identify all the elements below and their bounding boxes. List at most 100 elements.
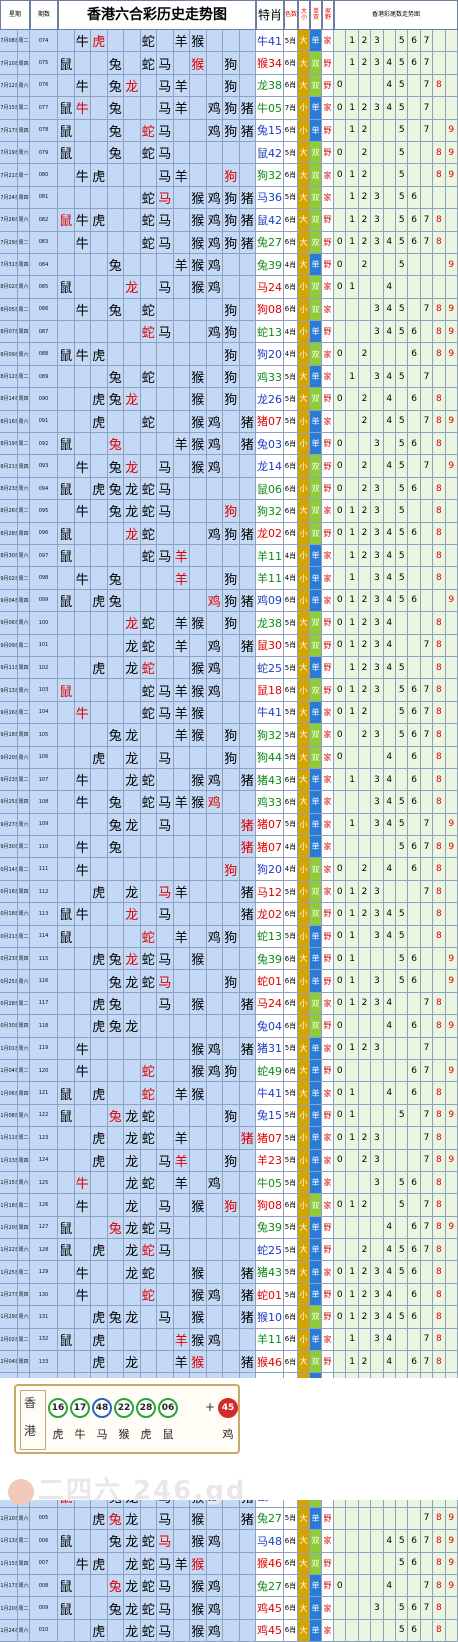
row-issue: 075 [30,52,58,75]
zodiac-cell: 鼠 [58,1530,75,1553]
row-weekday: 周六 [18,141,30,165]
big-small: 大 [298,164,310,187]
odd-even: 双 [310,477,322,501]
tail-digit: 8 [433,1239,446,1262]
row-issue: 082 [30,209,58,232]
zodiac-cell [239,1597,256,1620]
zodiac-cell [223,1283,240,1307]
tail-digit: 0 [334,455,347,478]
zodiac-cell: 鼠 [58,925,75,949]
tail-digit [408,1149,421,1172]
home-wild: 家 [322,768,334,792]
tail-digit: 5 [396,701,409,725]
zodiac-cell: 狗 [223,119,240,142]
table-row: 01月13日周二006鼠兔龙蛇马猴鸡马486肖大双家456789 [0,1530,458,1553]
zodiac-cell: 狗 [223,365,240,389]
zodiac-cell: 马 [157,1306,174,1329]
tail-digit [346,1149,359,1172]
zodiac-cell: 猴 [190,1552,207,1575]
zodiac-cell: 龙 [124,746,141,769]
tail-digit: 4 [383,74,396,98]
tail-digit: 5 [396,1239,409,1262]
zodiac-cell: 牛 [74,791,91,814]
tail-digit: 1 [346,1127,359,1150]
home-wild: 家 [322,1171,334,1195]
tail-digit [334,544,347,568]
zodiac-cell [239,701,256,725]
odd-even: 单 [310,97,322,120]
tail-digit [383,141,396,165]
row-weekday: 周二 [18,500,30,523]
row-weekday: 周四 [18,656,30,680]
row-weekday: 周六 [18,74,30,98]
row-weekday: 周二 [18,1194,30,1217]
zodiac-cell [91,925,108,949]
big-small: 大 [298,948,310,971]
zodiac-cell [140,836,157,859]
zodiac-cell [107,209,124,232]
zodiac-cell: 虎 [91,343,108,366]
zodiac-cell: 兔 [107,253,124,277]
color-count: 6肖 [284,1059,298,1083]
zodiac-cell: 牛 [74,858,91,881]
tail-digit [358,1015,372,1038]
tail-digit [396,1283,409,1307]
zodiac-cell [140,1037,157,1060]
home-wild: 野 [322,1015,334,1038]
table-row: 10月21日周二114鼠蛇羊鸡狗蛇135肖小单野013458 [0,925,458,949]
zodiac-cell [124,97,141,120]
tail-digit: 0 [334,589,347,613]
tail-digit: 1 [346,1261,359,1284]
zodiac-cell [124,925,141,949]
color-count: 6肖 [284,903,298,926]
zodiac-cell [173,231,190,254]
tail-digit [420,746,434,769]
tail-digit: 7 [420,724,434,747]
tail-digit: 1 [346,52,359,75]
big-small: 小 [298,321,310,344]
tail-digit: 3 [371,970,384,993]
tail-digit: 3 [371,634,384,657]
tail-digit [445,992,458,1016]
zodiac-cell: 虎 [91,164,108,187]
row-issue: 126 [30,1194,58,1217]
header-jiaye: 家野 [322,0,334,30]
table-row: 07月19日周六079鼠兔蛇马鼠425肖大双野02589 [0,141,458,165]
zodiac-cell: 虎 [91,209,108,232]
tail-digit: 2 [358,388,372,411]
tail-digit: 6 [408,1530,421,1553]
zodiac-cell [91,141,108,165]
tail-digit: 1 [346,1104,359,1128]
tail-digit: 5 [396,97,409,120]
tail-digit: 8 [433,1530,446,1553]
tail-digit [433,589,446,613]
tail-digit: 0 [334,343,347,366]
zodiac-cell: 蛇 [140,365,157,389]
zodiac-cell: 牛 [74,836,91,859]
tail-digit: 4 [383,768,396,792]
tail-digit [358,276,372,299]
zodiac-cell [91,1597,108,1620]
zodiac-cell [58,656,75,680]
tail-digit: 3 [371,567,384,590]
zodiac-cell [140,253,157,277]
tail-digit: 6 [408,701,421,725]
tail-digit: 4 [383,52,396,75]
zodiac-cell [190,500,207,523]
big-small: 小 [298,410,310,434]
zodiac-cell [239,746,256,769]
big-small: 大 [298,634,310,657]
zodiac-cell [107,231,124,254]
tail-digit [346,1239,359,1262]
tail-digit: 1 [346,1082,359,1105]
zodiac-cell: 猴 [190,410,207,434]
zodiac-cell [107,656,124,680]
logo-icon [8,1478,34,1505]
zodiac-cell: 猴 [190,948,207,971]
zodiac-cell [157,768,174,792]
tail-digit: 0 [334,1015,347,1038]
zodiac-cell: 猪 [239,522,256,545]
zodiac-cell [190,880,207,904]
row-issue: 119 [30,1037,58,1060]
row-issue: 115 [30,948,58,971]
